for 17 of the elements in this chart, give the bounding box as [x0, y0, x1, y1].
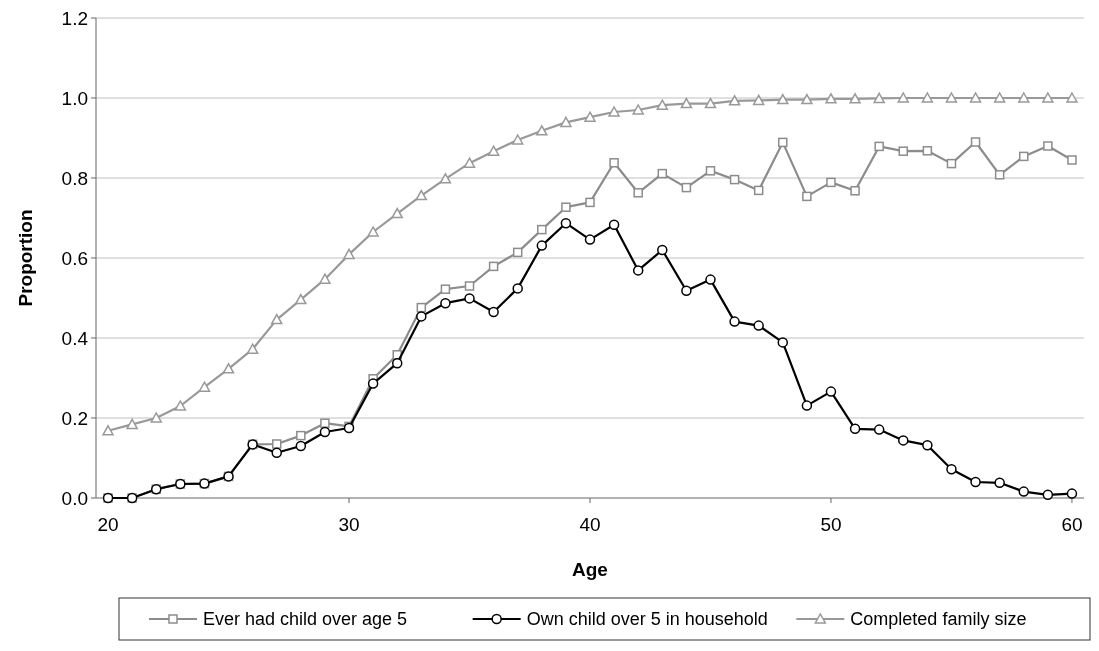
y-axis-title: Proportion: [15, 209, 36, 307]
legend-label: Completed family size: [850, 609, 1027, 630]
y-tick-label: 0.8: [61, 167, 88, 189]
y-tick-label: 1.2: [61, 7, 88, 29]
x-tick-label: 20: [97, 514, 119, 535]
x-tick-label: 30: [338, 514, 360, 535]
legend-label: Own child over 5 in household: [526, 609, 768, 630]
x-tick-label: 40: [579, 514, 601, 535]
x-axis-title: Age: [572, 559, 608, 580]
y-tick-label: 1.0: [61, 87, 88, 109]
y-tick-label: 0.2: [61, 407, 88, 429]
y-tick-label: 0.4: [61, 327, 89, 349]
legend-label: Ever had child over age 5: [203, 609, 408, 630]
x-tick-label: 60: [1061, 514, 1083, 535]
y-tick-label: 0.0: [61, 487, 88, 509]
x-tick-label: 50: [820, 514, 842, 535]
y-tick-label: 0.6: [61, 247, 88, 269]
